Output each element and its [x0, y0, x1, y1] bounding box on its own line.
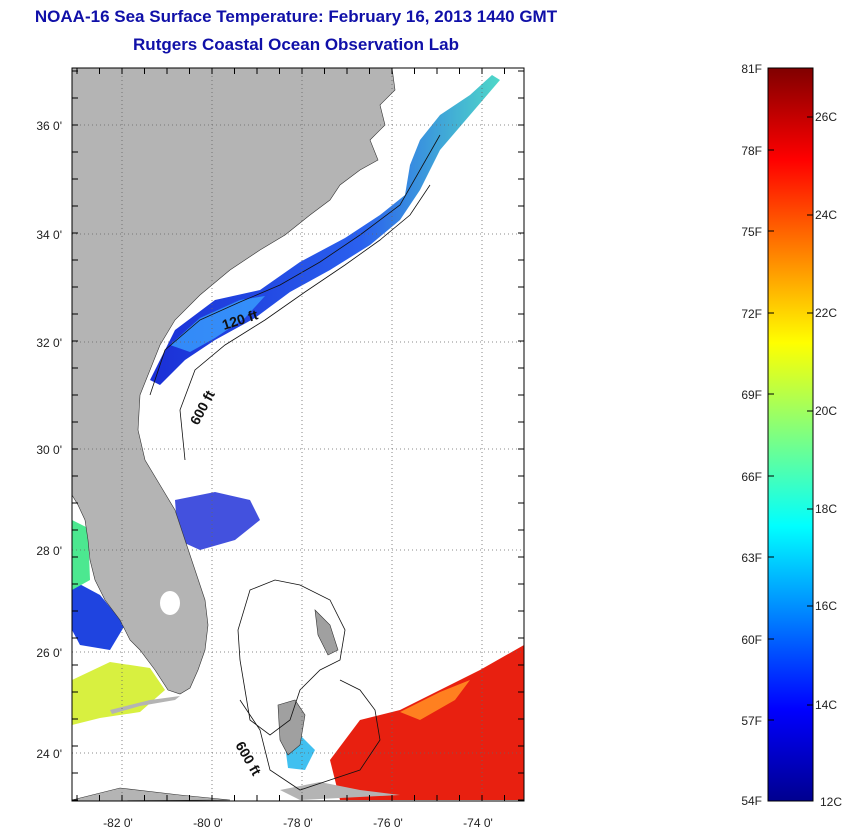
colorbar-f-label: 57F — [741, 714, 762, 728]
colorbar-f-label: 81F — [741, 62, 762, 76]
lat-tick-label: 36 0' — [36, 119, 62, 133]
lat-tick-label: 30 0' — [36, 443, 62, 457]
contour-600ft — [179, 184, 431, 461]
lon-tick-label: -74 0' — [463, 816, 493, 830]
sst-warm-southern-patch — [330, 645, 524, 800]
lat-tick-label: 26 0' — [36, 646, 62, 660]
map-frame-ticks — [72, 68, 524, 801]
longitude-axis: -82 0' -80 0' -78 0' -76 0' -74 0' — [103, 816, 493, 830]
map-content — [72, 68, 524, 801]
lon-tick-label: -82 0' — [103, 816, 133, 830]
colorbar-f-label: 63F — [741, 551, 762, 565]
colorbar-f-label: 66F — [741, 470, 762, 484]
sst-warm-southern-edge — [400, 680, 470, 720]
colorbar-gradient — [767, 67, 814, 802]
land-cuba — [72, 787, 231, 801]
contour-120ft — [149, 134, 441, 396]
contour-southern-bank — [239, 679, 381, 791]
sst-keys-warm-patch — [72, 662, 165, 725]
colorbar-f-label: 60F — [741, 633, 762, 647]
land-bahamas-andros — [277, 699, 306, 756]
lake-okeechobee — [160, 591, 180, 615]
colorbar: 81F 78F 75F 72F 69F 66F 63F 60F 57F 54F … — [741, 62, 842, 809]
lon-tick-label: -76 0' — [373, 816, 403, 830]
sst-gulf-green-patch — [72, 520, 90, 590]
latitude-axis: 36 0' 34 0' 32 0' 30 0' 28 0' 26 0' 24 0… — [36, 119, 62, 761]
lat-tick-label: 28 0' — [36, 544, 62, 558]
colorbar-f-label: 69F — [741, 388, 762, 402]
land-us-southeast — [72, 68, 396, 695]
sst-inshore-band — [170, 296, 265, 352]
lat-tick-label: 32 0' — [36, 336, 62, 350]
colorbar-c-label: 14C — [815, 698, 837, 712]
colorbar-c-label: 22C — [815, 306, 837, 320]
land-florida-keys — [110, 696, 180, 714]
land-bahamas-abaco — [314, 609, 339, 656]
colorbar-c-label: 16C — [815, 599, 837, 613]
lon-tick-label: -80 0' — [193, 816, 223, 830]
colorbar-f-label: 78F — [741, 144, 762, 158]
sst-gulf-cold-patch — [72, 580, 125, 650]
colorbar-f-label: 75F — [741, 225, 762, 239]
map-title: NOAA-16 Sea Surface Temperature: Februar… — [34, 7, 558, 26]
lat-tick-label: 24 0' — [36, 747, 62, 761]
lon-tick-label: -78 0' — [283, 816, 313, 830]
sst-florida-east-patch — [175, 492, 260, 550]
map-grid — [72, 68, 524, 801]
map-subtitle: Rutgers Coastal Ocean Observation Lab — [133, 35, 459, 54]
colorbar-c-label: 12C — [820, 795, 842, 809]
colorbar-c-label: 24C — [815, 208, 837, 222]
colorbar-c-label: 20C — [815, 404, 837, 418]
map-frame — [71, 67, 525, 802]
colorbar-f-label: 54F — [741, 794, 762, 808]
colorbar-c-label: 26C — [815, 110, 837, 124]
colorbar-f-label: 72F — [741, 307, 762, 321]
contour-bahamas-bank — [237, 579, 346, 736]
lat-tick-label: 34 0' — [36, 228, 62, 242]
colorbar-c-label: 18C — [815, 502, 837, 516]
